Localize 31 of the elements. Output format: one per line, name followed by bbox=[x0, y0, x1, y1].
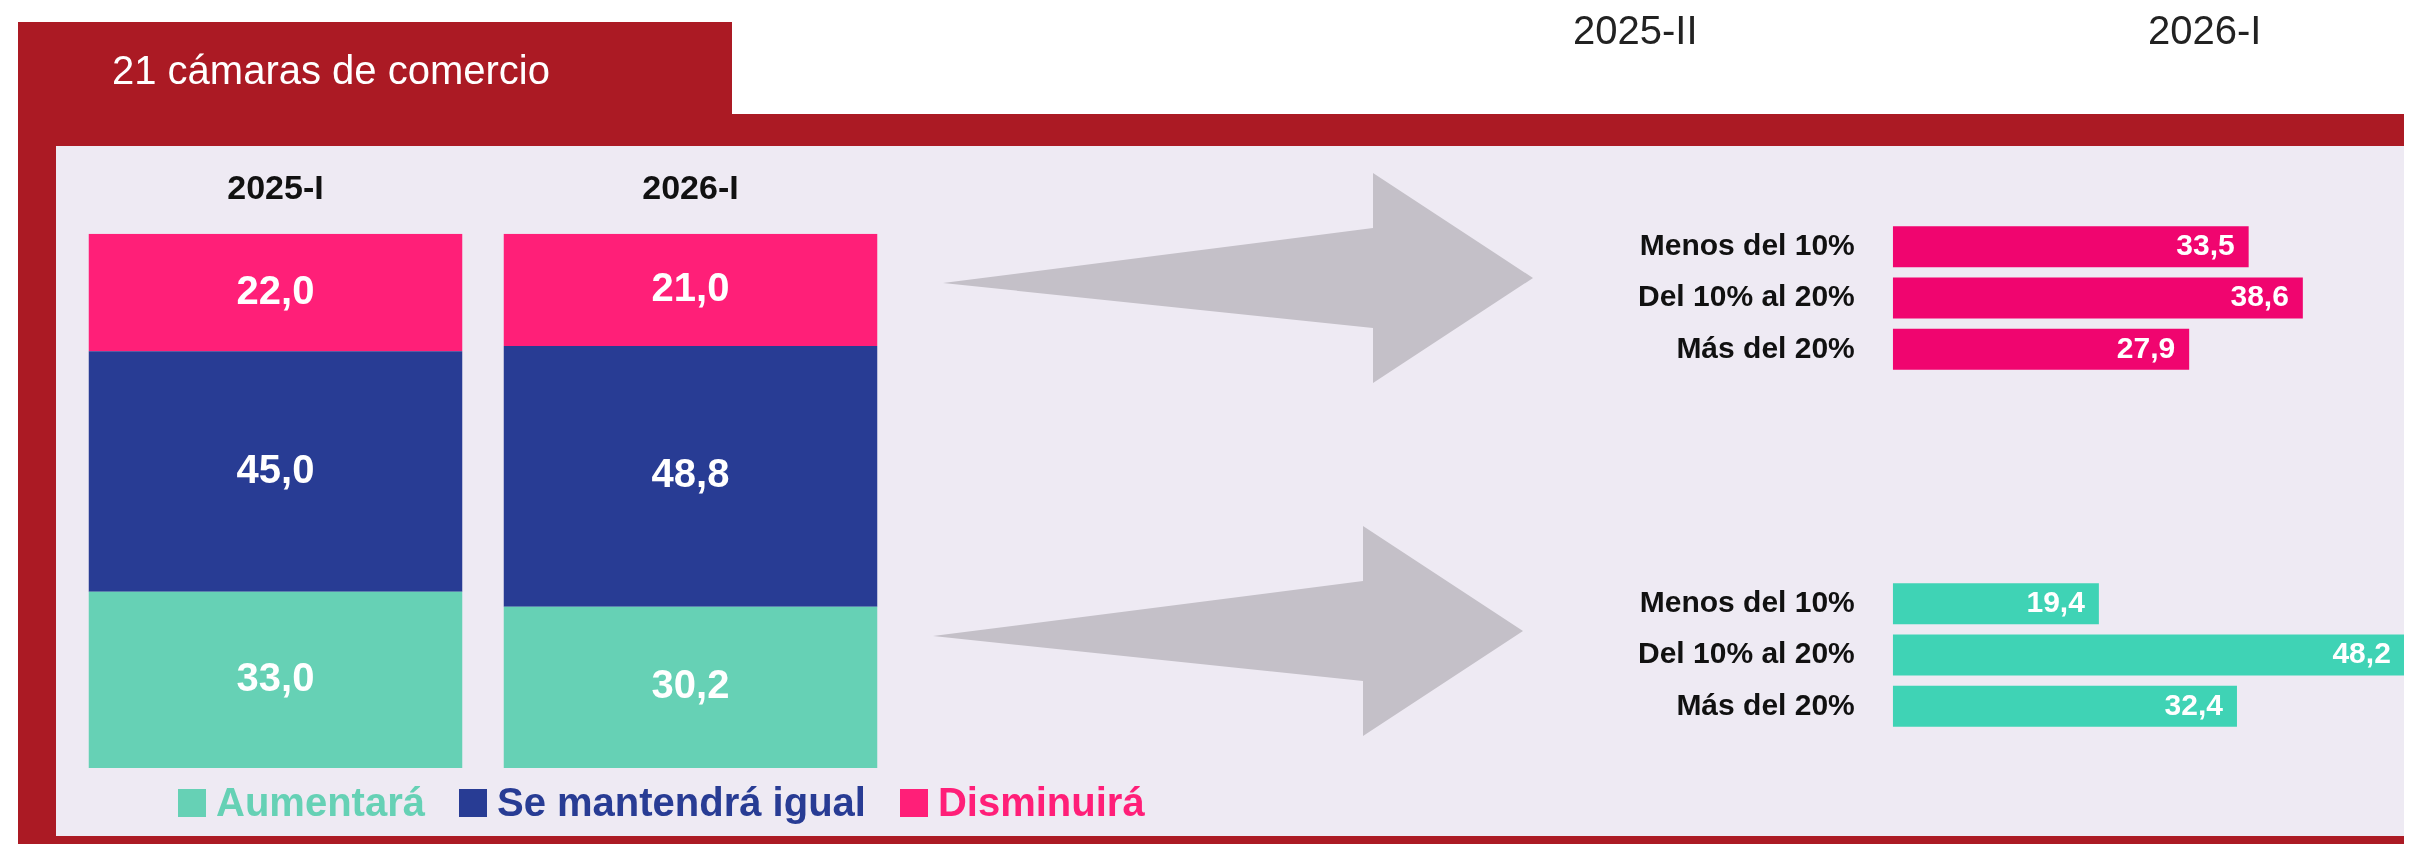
data-label: 45,0 bbox=[236, 446, 315, 491]
legend-label: Disminuirá bbox=[937, 780, 1145, 825]
y-tick-label: Más del 20% bbox=[1676, 687, 1855, 721]
bar bbox=[88, 351, 463, 592]
data-label: 33,5 bbox=[2176, 227, 2235, 261]
y-tick-label: Menos del 10% bbox=[1639, 584, 1855, 618]
data-label: 21,0 bbox=[651, 264, 730, 309]
legend-label: Se mantendrá igual bbox=[496, 780, 866, 825]
bar bbox=[503, 606, 878, 768]
y-tick-label: Más del 20% bbox=[1676, 330, 1855, 364]
y-tick-label: Del 10% al 20% bbox=[1638, 279, 1855, 313]
x-tick-label: 2025-I bbox=[227, 167, 324, 206]
bar bbox=[88, 591, 463, 768]
bar bbox=[503, 233, 878, 346]
data-label: 38,6 bbox=[2230, 279, 2289, 313]
bar bbox=[503, 345, 878, 607]
text: 2026-I bbox=[2148, 8, 2262, 53]
bar bbox=[88, 233, 463, 352]
y-tick-label: Menos del 10% bbox=[1639, 227, 1855, 261]
data-label: 32,4 bbox=[2164, 687, 2224, 721]
data-label: 48,8 bbox=[651, 451, 730, 496]
legend-label: Aumentará bbox=[216, 780, 425, 825]
chart-title: 21 cámaras de comercio bbox=[112, 48, 550, 93]
data-label: 48,2 bbox=[2332, 636, 2391, 670]
data-label: 27,9 bbox=[2116, 330, 2176, 364]
y-tick-label: Del 10% al 20% bbox=[1638, 636, 1855, 670]
data-label: 19,4 bbox=[2026, 584, 2086, 618]
data-label: 30,2 bbox=[651, 662, 730, 707]
text: 2025-II bbox=[1573, 8, 1698, 53]
data-label: 22,0 bbox=[236, 267, 315, 312]
data-label: 33,0 bbox=[236, 654, 315, 699]
